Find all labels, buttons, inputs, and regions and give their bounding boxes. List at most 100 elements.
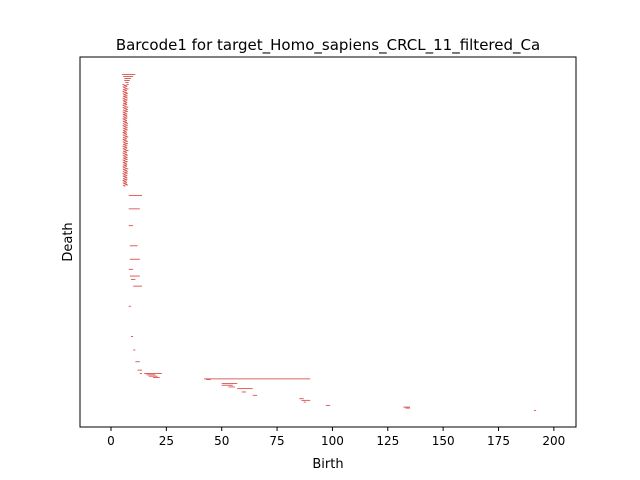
barcode-bar <box>125 97 128 99</box>
barcode-bar <box>125 154 127 156</box>
barcode-bar <box>123 86 125 88</box>
barcode-bar <box>303 401 306 403</box>
barcode-bar <box>144 373 162 374</box>
barcode-bar <box>125 170 127 172</box>
barcode-bar <box>125 159 128 160</box>
barcode-bar <box>126 170 128 172</box>
barcode-bar <box>126 184 129 186</box>
barcode-bar <box>124 155 126 157</box>
barcode-bar <box>325 404 331 406</box>
x-axis-label: Birth <box>312 457 343 472</box>
barcode-bar <box>125 134 127 135</box>
barcode-bar <box>125 104 127 106</box>
x-tick-label: 25 <box>159 434 174 448</box>
barcode-bar <box>237 388 253 390</box>
barcode-bar <box>241 391 247 393</box>
barcode-bar <box>122 136 125 138</box>
barcode-bar <box>128 225 134 227</box>
barcode-bar <box>123 144 125 146</box>
barcode-bar <box>122 159 124 161</box>
barcode-bar <box>124 133 126 135</box>
barcode-bar <box>126 122 129 124</box>
plot-frame <box>79 56 577 428</box>
barcode-bar <box>123 162 125 164</box>
barcode-bar <box>228 386 235 388</box>
barcode-bar <box>122 84 124 85</box>
barcode-bar <box>125 184 127 185</box>
barcode-bar <box>123 139 126 141</box>
barcode-bar <box>122 109 124 111</box>
barcode-bar <box>125 138 127 140</box>
x-ticks: 0 25 50 75 100 125 150 175 200 <box>107 427 565 448</box>
barcode-bar <box>124 131 126 133</box>
barcode-bar <box>122 97 124 99</box>
barcode-bar <box>125 99 128 101</box>
barcode-bar <box>125 182 127 183</box>
barcode-bar <box>123 100 125 102</box>
barcode-bar <box>204 378 311 380</box>
barcode-bar <box>122 145 124 147</box>
barcode-bar <box>124 176 126 178</box>
barcode-bar <box>125 94 127 96</box>
barcode-bar <box>206 379 211 380</box>
barcode-bar <box>122 93 124 95</box>
barcode-bar <box>124 96 127 98</box>
barcode-bar <box>122 127 124 129</box>
barcode-bar <box>139 373 142 374</box>
barcode-bar <box>125 124 129 126</box>
barcode-bar <box>125 106 129 108</box>
barcode-bar <box>124 101 126 103</box>
barcode-bar <box>125 126 127 128</box>
barcode-bar <box>123 134 125 136</box>
barcode-bar <box>126 102 128 104</box>
barcode-bar <box>123 148 125 150</box>
barcode-bar <box>124 185 126 187</box>
barcode-bar <box>125 156 127 158</box>
barcode-bar <box>125 113 128 115</box>
barcode-bar <box>125 108 127 110</box>
barcode-bar <box>128 194 142 196</box>
barcode-bar <box>125 175 128 177</box>
barcode-bar <box>130 278 136 280</box>
barcode-bar <box>148 375 158 377</box>
barcode-bar <box>125 168 129 170</box>
barcode-bar <box>126 150 129 152</box>
x-tick-label: 75 <box>269 434 284 448</box>
barcode-bar <box>125 127 128 129</box>
barcode-bar <box>124 169 126 171</box>
barcode-bar <box>125 136 127 137</box>
barcode-bar <box>123 180 125 182</box>
barcode-bar <box>124 119 126 121</box>
barcode-bar <box>124 115 126 117</box>
barcode-bar <box>126 129 128 131</box>
barcode-bar <box>125 179 127 181</box>
barcode-bar <box>122 141 124 143</box>
barcode-bar <box>123 96 125 98</box>
barcode-bar <box>125 147 127 149</box>
barcode-bar <box>126 84 129 85</box>
barcode-bar <box>123 112 125 114</box>
barcode-bar <box>123 105 125 106</box>
barcode-bar <box>125 120 127 122</box>
barcode-bar <box>124 107 126 109</box>
barcode-bar <box>125 172 128 174</box>
barcode-bar <box>125 86 127 87</box>
barcode-bar <box>221 384 233 386</box>
x-tick-label: 200 <box>542 434 565 448</box>
barcode-bar <box>123 126 125 127</box>
barcode-bar <box>124 87 126 89</box>
barcode-bar <box>133 285 142 287</box>
barcode-bar <box>252 394 258 396</box>
barcode-bar <box>128 208 140 210</box>
barcode-bar <box>125 92 129 94</box>
barcode-bar <box>125 90 127 92</box>
bars-layer <box>122 74 537 411</box>
barcode-bar <box>125 145 128 147</box>
barcode-bar <box>126 95 128 97</box>
barcode-bar <box>124 80 130 81</box>
barcode-bar <box>122 123 124 125</box>
barcode-bar <box>125 113 127 115</box>
barcode-bar <box>123 118 125 120</box>
